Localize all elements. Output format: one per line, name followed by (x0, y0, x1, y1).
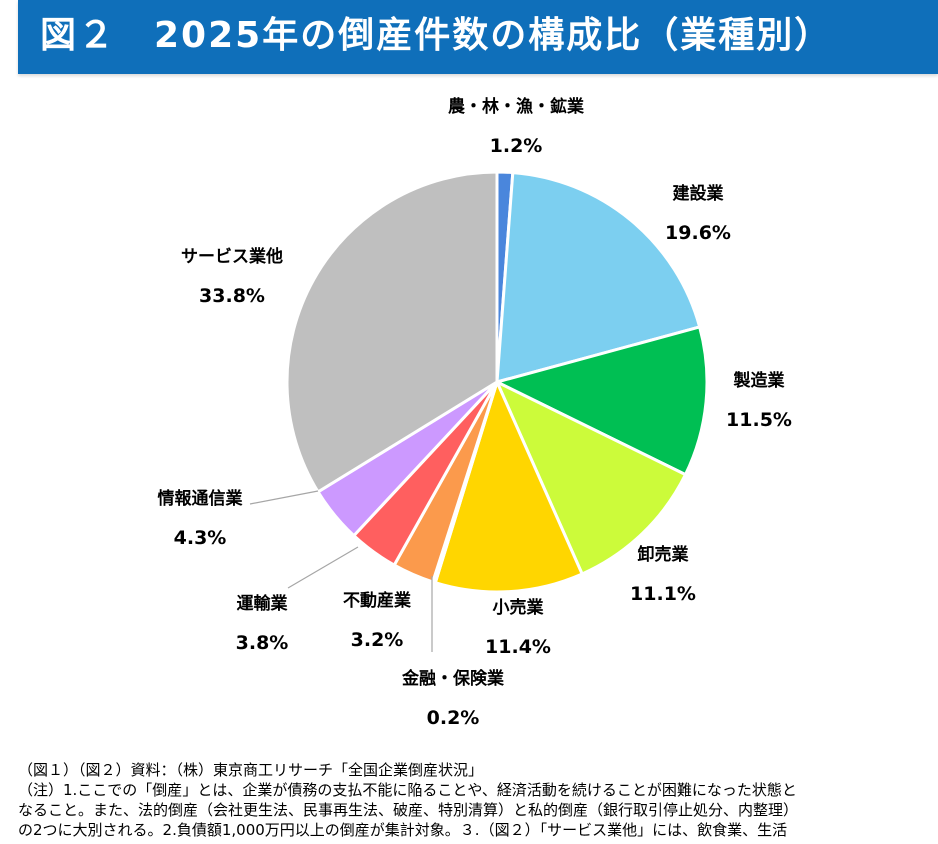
footnotes: （図１）（図２）資料：（株）東京商工リサーチ「全国企業倒産状況」 （注）1.ここ… (18, 760, 918, 840)
leader-line (287, 546, 359, 589)
page-title: 図２ 2025年の倒産件数の構成比（業種別） (40, 15, 833, 56)
slice-percent-label: 0.2% (427, 707, 480, 729)
footnote-line: なること。また、法的倒産（会社更生法、民事再生法、破産、特別清算）と私的倒産（銀… (18, 801, 799, 819)
pie-chart: 農・林・漁・鉱業 1.2% 建設業 19.6% 製造業 11.5% 卸売業 11.1% 小売業 1… (158, 96, 792, 729)
slice-percent-label: 11.5% (726, 409, 792, 431)
slice-percent-label: 11.4% (485, 636, 551, 658)
footnote-line: の2つに大別される。2.負債額1,000万円以上の倒産が集計対象。３.（図２）「… (18, 821, 788, 839)
slice-label: 情報通信業 (158, 488, 243, 509)
footnote-line: （注）1.ここでの「倒産」とは、企業が債務の支払不能に陥ることや、経済活動を続け… (18, 781, 797, 799)
slice-label: 運輸業 (237, 593, 288, 614)
slice-percent-label: 19.6% (665, 222, 731, 244)
slice-percent-label: 4.3% (174, 527, 227, 549)
footnote-line: （図１）（図２）資料：（株）東京商工リサーチ「全国企業倒産状況」 (18, 761, 484, 779)
leader-lines (249, 490, 433, 652)
pie-slice (285, 170, 499, 494)
slice-percent-label: 11.1% (630, 583, 696, 605)
slice-percent-label: 3.8% (236, 632, 289, 654)
pie-slice (495, 380, 687, 576)
slice-label: 建設業 (673, 183, 724, 204)
slice-label: 卸売業 (638, 544, 689, 565)
slice-labels: 農・林・漁・鉱業 1.2% 建設業 19.6% 製造業 11.5% 卸売業 11.1% 小売業 1… (158, 96, 792, 729)
leader-line (249, 490, 319, 505)
slice-percent-label: 3.2% (351, 629, 404, 651)
pie-slice (495, 171, 702, 384)
pie-slice (495, 325, 709, 477)
slice-label: 農・林・漁・鉱業 (448, 96, 584, 117)
slice-label: サービス業他 (181, 246, 283, 267)
slice-percent-label: 33.8% (199, 285, 265, 307)
slice-label: 小売業 (493, 597, 544, 618)
slice-label: 不動産業 (343, 590, 411, 611)
title-bar: 図２ 2025年の倒産件数の構成比（業種別） (18, 0, 938, 74)
slice-percent-label: 1.2% (490, 135, 543, 157)
slice-label: 製造業 (733, 370, 785, 391)
pie-slices (285, 170, 709, 594)
slice-label: 金融・保険業 (401, 668, 504, 689)
pie-slice (433, 380, 584, 594)
